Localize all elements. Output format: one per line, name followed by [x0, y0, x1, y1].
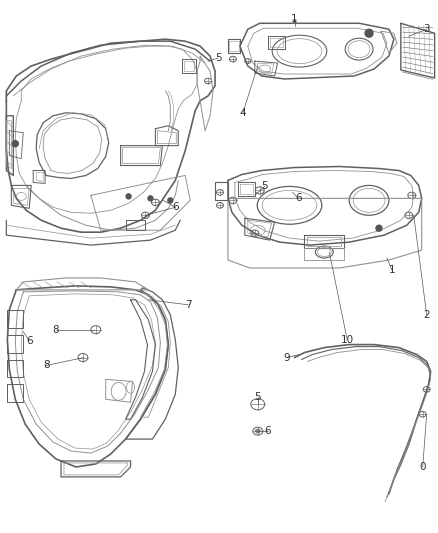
Text: 9: 9: [283, 352, 290, 362]
Text: 5: 5: [261, 181, 268, 191]
Text: 0: 0: [420, 462, 426, 472]
Circle shape: [365, 29, 373, 37]
Text: 5: 5: [254, 392, 261, 402]
Text: 2: 2: [424, 310, 430, 320]
Text: 6: 6: [265, 426, 271, 436]
Circle shape: [12, 141, 18, 147]
Circle shape: [376, 225, 382, 231]
Text: 7: 7: [185, 300, 191, 310]
Text: 3: 3: [424, 24, 430, 34]
Text: 8: 8: [43, 360, 49, 370]
Text: 1: 1: [291, 14, 298, 25]
Text: 1: 1: [389, 265, 395, 275]
Text: 10: 10: [341, 335, 354, 345]
Text: 5: 5: [215, 53, 221, 63]
Ellipse shape: [255, 429, 261, 434]
Circle shape: [148, 196, 153, 201]
Text: 6: 6: [26, 336, 32, 345]
Circle shape: [168, 198, 173, 203]
Text: 8: 8: [53, 325, 60, 335]
Text: 6: 6: [172, 203, 179, 212]
Text: 6: 6: [295, 193, 302, 204]
Text: 4: 4: [240, 108, 246, 118]
Circle shape: [126, 194, 131, 199]
